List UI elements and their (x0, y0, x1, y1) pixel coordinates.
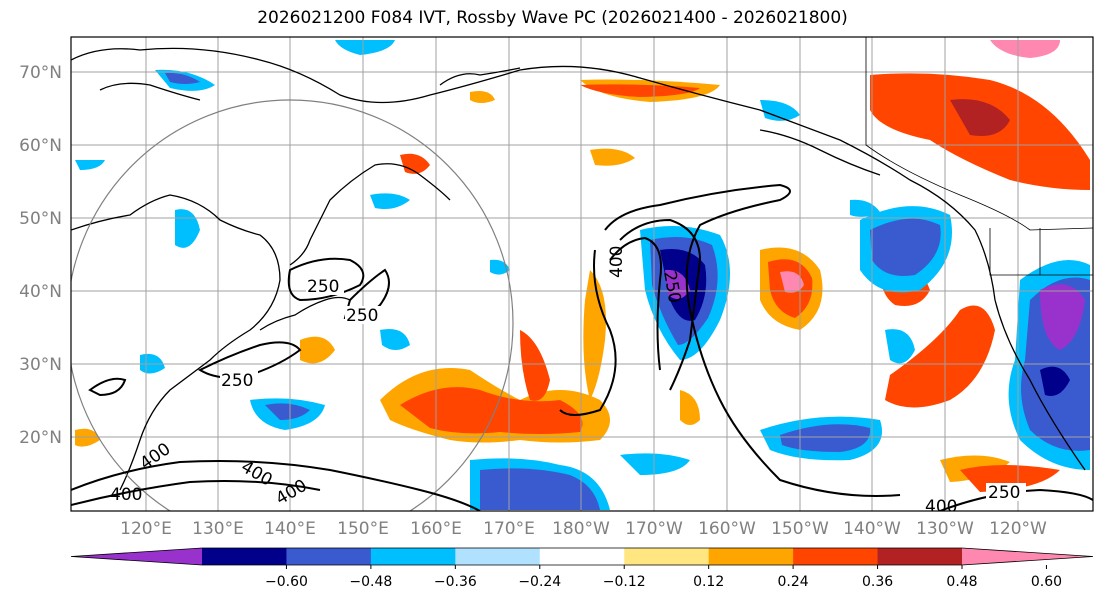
lat-label: 20°N (19, 428, 62, 448)
lon-label: 130°W (916, 519, 974, 539)
lon-label: 140°W (843, 519, 901, 539)
colorbar-segment (539, 548, 625, 565)
contour-labels: 250 250 250 400 250 400 400 400 400 250 … (110, 246, 1026, 517)
lon-label: 150°W (771, 519, 829, 539)
lon-label: 140°E (264, 519, 316, 539)
lat-label: 60°N (19, 136, 62, 156)
contour-label: 400 (110, 485, 142, 505)
lon-label: 170°E (483, 519, 535, 539)
lon-label: 180°W (552, 519, 610, 539)
contour-label: 250 (221, 371, 253, 391)
lon-label: 160°E (410, 519, 462, 539)
contour-label: 250 (988, 483, 1020, 503)
colorbar-segment (202, 548, 287, 565)
lat-label: 50°N (19, 209, 62, 229)
political-borders (865, 37, 1093, 276)
colorbar-tick-label: 0.36 (862, 574, 893, 590)
colorbar: −0.60 −0.48 −0.36 −0.24 −0.12 0.12 0.24 0.36 0.4… (70, 547, 1094, 590)
colorbar-segment (708, 548, 794, 565)
map-gridlines (71, 37, 1093, 511)
lon-label: 150°E (337, 519, 389, 539)
colorbar-outline (70, 547, 1094, 566)
colorbar-tick-label: −0.48 (349, 574, 392, 590)
plot-frame (70, 36, 1094, 512)
colorbar-tick-label: 0.48 (946, 574, 977, 590)
contour-label: 250 (346, 306, 378, 326)
map-plot-area: 250 250 250 400 250 400 400 400 400 250 … (71, 37, 1093, 517)
lon-label: 170°W (625, 519, 683, 539)
colorbar-segment (877, 548, 963, 565)
colorbar-segment (455, 548, 541, 565)
lon-label: 120°W (989, 519, 1047, 539)
colorbar-segment (286, 548, 372, 565)
colorbar-tick-label: 0.24 (778, 574, 809, 590)
lon-label: 160°W (698, 519, 756, 539)
ivt-contours (71, 183, 1093, 511)
coastlines (71, 47, 1086, 491)
lon-label: 130°E (192, 519, 244, 539)
lon-label: 120°E (120, 519, 172, 539)
colorbar-extend-high (962, 548, 1093, 565)
positive-anomaly-shading (75, 40, 1090, 492)
colorbar-tick-label: 0.12 (693, 574, 724, 590)
lat-label: 30°N (19, 355, 62, 375)
colorbar-tick-label: −0.12 (603, 574, 646, 590)
colorbar-tick-label: −0.60 (265, 574, 308, 590)
colorbar-extend-low (71, 548, 202, 565)
colorbar-segment (793, 548, 879, 565)
colorbar-segment (624, 548, 710, 565)
longitude-labels: 120°E 130°E 140°E 150°E 160°E 170°E 180°… (120, 519, 1047, 539)
colorbar-tick-label: −0.36 (434, 574, 477, 590)
contour-label: 400 (925, 497, 957, 517)
latitude-labels: 70°N 60°N 50°N 40°N 30°N 20°N (19, 63, 62, 448)
contour-label: 250 (307, 277, 339, 297)
range-circle (71, 99, 514, 511)
colorbar-tick-label: −0.24 (518, 574, 561, 590)
contour-label: 400 (607, 246, 627, 278)
map-title: 2026021200 F084 IVT, Rossby Wave PC (202… (257, 8, 848, 28)
lat-label: 40°N (19, 282, 62, 302)
colorbar-segment (370, 548, 456, 565)
lat-label: 70°N (19, 63, 62, 83)
colorbar-tick-label: 0.60 (1031, 574, 1062, 590)
negative-anomaly-shading (75, 40, 1090, 510)
